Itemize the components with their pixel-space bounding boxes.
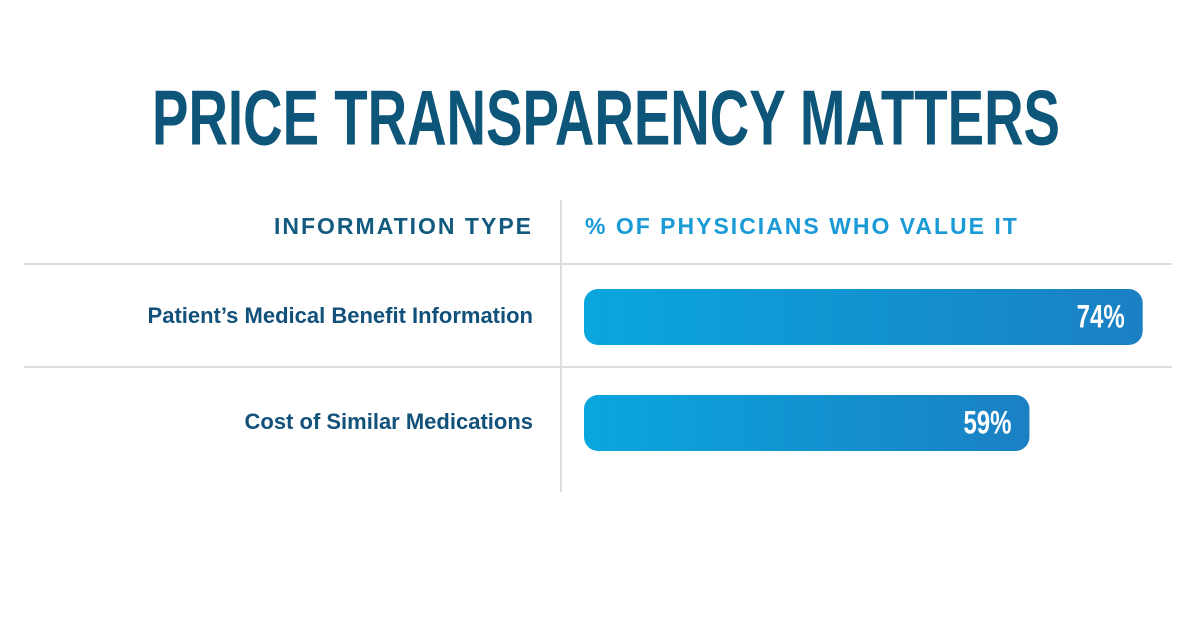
column-header: % OF PHYSICIANS WHO VALUE IT (585, 213, 1019, 239)
category-label: Patient’s Medical Benefit Information (148, 303, 533, 328)
column-header: INFORMATION TYPE (274, 213, 533, 239)
bar (584, 289, 1143, 345)
value-label: 74% (1077, 298, 1125, 334)
category-label: Cost of Similar Medications (245, 409, 534, 434)
chart-title: PRICE TRANSPARENCY MATTERS (152, 74, 1060, 162)
bar (584, 395, 1030, 451)
value-label: 59% (963, 404, 1011, 440)
